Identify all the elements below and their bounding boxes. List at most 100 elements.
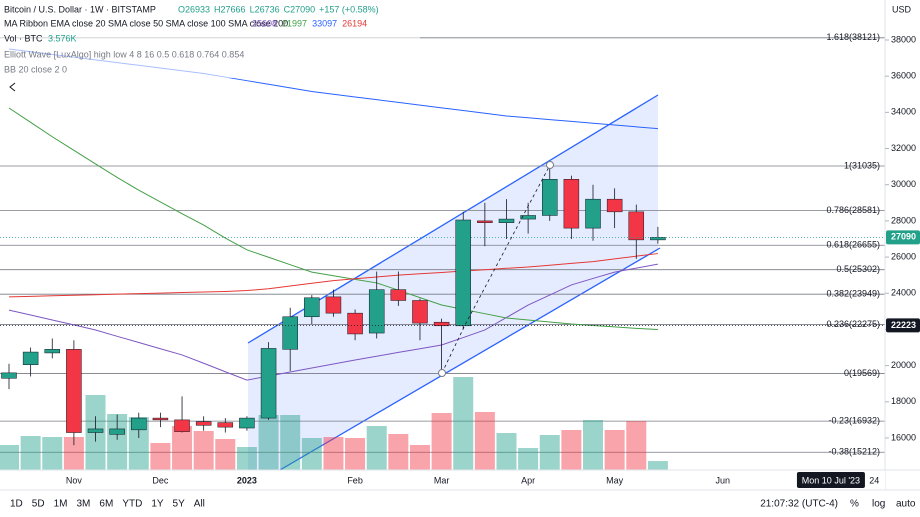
candle-body: [412, 300, 428, 324]
wave-point: [546, 161, 554, 169]
x-tick-label: Apr: [521, 475, 535, 485]
candle-body: [347, 312, 363, 335]
candle-body: [109, 428, 125, 435]
candle-body: [542, 179, 558, 216]
fib-label: 0.5(25302): [836, 264, 880, 274]
volume-last: 3.576K: [48, 33, 77, 43]
volume-bar: [431, 413, 452, 470]
candle-body: [304, 297, 320, 318]
volume-bar: [280, 415, 301, 470]
candle-body: [260, 348, 277, 419]
volume-bar: [474, 412, 495, 470]
time-axis: [0, 470, 885, 490]
candle-body: [390, 289, 407, 301]
fib-label: 0(19569): [844, 368, 880, 378]
volume-bar: [20, 436, 41, 470]
candle-body: [195, 421, 212, 426]
price-tag: [886, 230, 920, 245]
x-tick-label: Mar: [434, 475, 450, 485]
volume-bar: [193, 431, 214, 470]
candle-body: [585, 198, 601, 229]
range-button[interactable]: 5D: [32, 499, 45, 510]
volume-bar: [0, 445, 19, 470]
volume-bar: [63, 437, 84, 470]
volume-bar: [323, 437, 344, 470]
price-tag-label: 27090: [891, 232, 916, 242]
candle-body: [498, 218, 515, 223]
volume-bar: [215, 439, 236, 470]
x-tick-label: Dec: [152, 475, 169, 485]
price-tag: [886, 318, 920, 333]
y-tick-label: 26000: [891, 251, 916, 261]
volume-bar: [583, 420, 604, 470]
ohlc-value: C27090: [284, 4, 316, 14]
candle-body: [477, 220, 493, 223]
range-button[interactable]: YTD: [122, 499, 142, 510]
range-button[interactable]: 1D: [10, 499, 23, 510]
ma-line: [8, 107, 658, 330]
candle-body: [87, 428, 104, 433]
candle-body: [44, 349, 61, 354]
range-button[interactable]: All: [194, 499, 205, 510]
volume-bar: [388, 434, 409, 470]
volume-bar: [107, 414, 128, 470]
range-button[interactable]: 6M: [99, 499, 113, 510]
fib-label: 1(31035): [844, 160, 880, 170]
volume-bar: [539, 435, 560, 470]
fib-label: 1.618(38121): [826, 32, 880, 42]
x-tick-label: Feb: [347, 475, 363, 485]
volume-bar: [647, 461, 668, 470]
price-tag-label: 22223: [891, 320, 916, 330]
collapse-icon[interactable]: [9, 82, 16, 92]
y-tick-label: 28000: [891, 215, 916, 225]
y-tick-label: 32000: [891, 143, 916, 153]
scale-option[interactable]: auto: [896, 499, 916, 510]
ohlc-value: O26933: [178, 4, 210, 14]
indicator: BB 20 close 2 0: [4, 64, 67, 74]
x-tick-label: 2023: [237, 475, 257, 485]
legend-bg: [0, 0, 420, 78]
volume-bar: [42, 437, 63, 470]
crosshair-box: [796, 472, 865, 488]
ma-name: MA Ribbon EMA close 20 SMA close 50 SMA …: [4, 18, 288, 28]
volume-bar: [496, 433, 517, 470]
candle-body: [433, 321, 450, 327]
range-button[interactable]: 1Y: [151, 499, 164, 510]
volume-bar: [604, 430, 625, 470]
volume-bar: [301, 438, 322, 470]
fib-label: -0.23(16932): [828, 415, 880, 425]
volume-bar: [236, 447, 257, 470]
ma-last-value: 25608: [252, 18, 277, 28]
volume-bar: [172, 426, 193, 470]
candle-body: [325, 296, 342, 314]
candle-body: [217, 422, 234, 428]
volume-bar: [345, 438, 366, 470]
ma-last-value: 26194: [342, 18, 367, 28]
volume-bar: [561, 430, 582, 470]
crosshair-label: Mon 10 Jul '23: [802, 475, 860, 485]
candle-body: [368, 289, 385, 334]
candle-body: [455, 219, 471, 327]
fib-label: 0.236(22275): [826, 319, 880, 329]
y-tick-label: 34000: [891, 107, 916, 117]
wave-line: [441, 164, 551, 374]
candle-body: [66, 349, 82, 433]
candle-body: [174, 419, 190, 432]
volume-bar: [518, 448, 539, 470]
candle-body: [563, 179, 580, 229]
fib-label: 0.786(28581): [826, 205, 880, 215]
volume-bar: [150, 443, 171, 470]
volume-bar: [258, 415, 279, 470]
candle-body: [520, 215, 536, 220]
y-tick-label: 16000: [891, 432, 916, 442]
scale-option[interactable]: %: [850, 499, 859, 510]
ohlc-value: H27666: [214, 4, 246, 14]
range-button[interactable]: 5Y: [173, 499, 186, 510]
channel-lower: [279, 247, 661, 471]
scale-option[interactable]: log: [872, 499, 885, 510]
range-button[interactable]: 1M: [54, 499, 68, 510]
ohlc-value: +157 (+0.58%): [319, 4, 379, 14]
x-tick-label: 24: [869, 475, 879, 485]
range-button[interactable]: 3M: [77, 499, 91, 510]
volume-bar: [128, 417, 149, 470]
